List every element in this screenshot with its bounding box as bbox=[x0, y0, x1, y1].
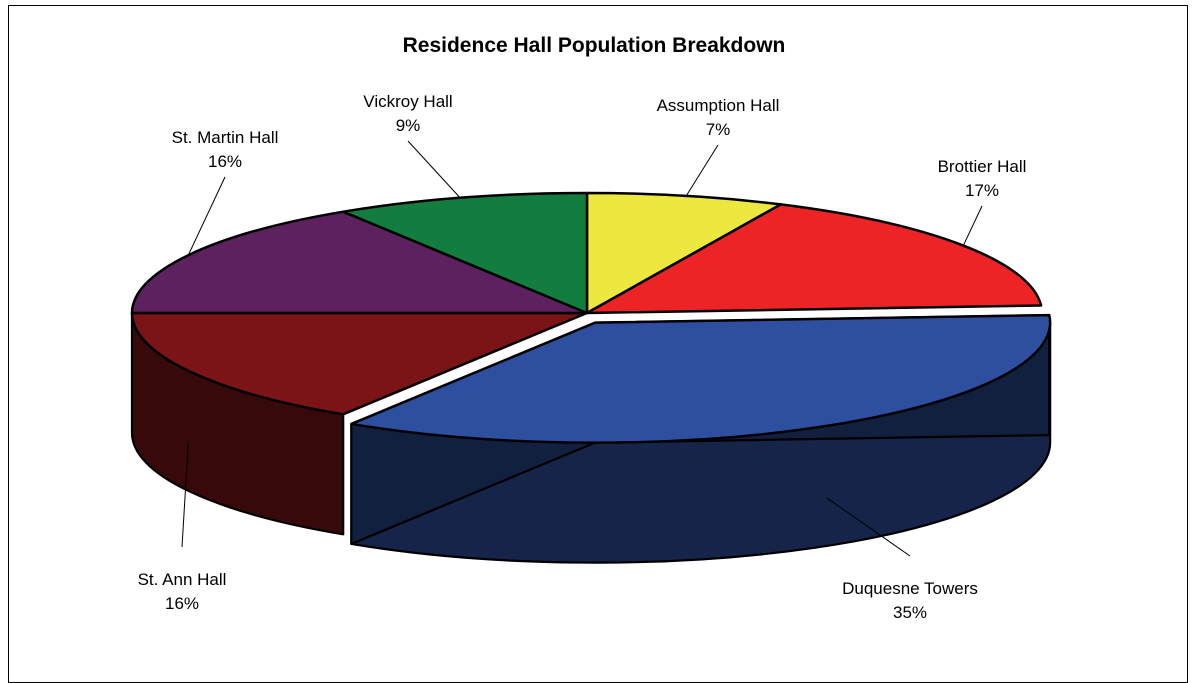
data-label-name: Assumption Hall bbox=[657, 96, 780, 115]
data-label-duquesne-towers: Duquesne Towers 35% bbox=[842, 579, 978, 622]
data-label-name: Vickroy Hall bbox=[363, 92, 452, 111]
data-label-name: St. Ann Hall bbox=[138, 570, 227, 589]
leader-line-assumption-hall bbox=[685, 144, 719, 197]
data-label-percent: 17% bbox=[965, 181, 999, 200]
data-label-percent: 16% bbox=[165, 594, 199, 613]
data-label-percent: 7% bbox=[706, 120, 731, 139]
leader-line-vickroy-hall bbox=[407, 140, 461, 199]
data-label-name: Duquesne Towers bbox=[842, 579, 978, 598]
leader-line-duquesne-towers bbox=[826, 497, 911, 557]
leader-line-brottier-hall bbox=[962, 205, 983, 246]
slice-vickroy-hall bbox=[341, 191, 589, 315]
slice-st-ann-hall bbox=[130, 311, 589, 416]
data-label-name: St. Martin Hall bbox=[172, 128, 279, 147]
data-label-vickroy-hall: Vickroy Hall 9% bbox=[363, 92, 452, 135]
data-label-st-ann-hall: St. Ann Hall 16% bbox=[138, 570, 227, 613]
data-label-percent: 16% bbox=[208, 152, 242, 171]
chart-title: Residence Hall Population Breakdown bbox=[403, 34, 786, 57]
data-label-brottier-hall: Brottier Hall 17% bbox=[938, 157, 1027, 200]
leader-line-st-martin-hall bbox=[187, 176, 226, 256]
slice-brottier-hall bbox=[585, 203, 1043, 315]
data-label-percent: 9% bbox=[396, 116, 421, 135]
data-label-assumption-hall: Assumption Hall 7% bbox=[657, 96, 780, 139]
data-label-percent: 35% bbox=[893, 603, 927, 622]
leader-line-st-ann-hall bbox=[181, 442, 189, 548]
data-label-name: Brottier Hall bbox=[938, 157, 1027, 176]
data-label-st-martin-hall: St. Martin Hall 16% bbox=[172, 128, 279, 171]
slice-duquesne-towers bbox=[350, 313, 1052, 444]
